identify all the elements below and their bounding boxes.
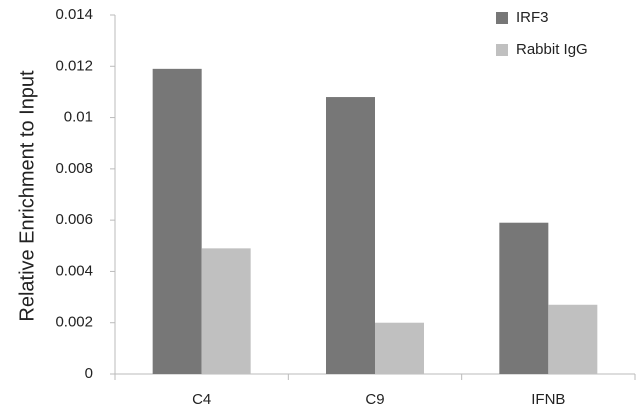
bar [548,304,598,374]
y-tick-label: 0.008 [55,160,93,177]
bar [152,68,202,374]
x-tick-label: C9 [365,391,384,408]
bar [326,97,375,375]
bar [499,222,549,374]
legend-label: Rabbit IgG [516,41,588,58]
legend-swatch [496,44,508,56]
y-tick-label: 0.012 [55,57,93,74]
y-tick-label: 0.01 [64,109,93,126]
y-tick-label: 0 [85,365,93,382]
bar [375,322,424,374]
y-tick-label: 0.006 [55,211,93,228]
legend-label: IRF3 [516,9,549,26]
y-tick-label: 0.014 [55,6,93,23]
y-tick-label: 0.004 [55,262,93,279]
bar [201,248,251,374]
x-tick-label: IFNB [531,391,565,408]
x-tick-label: C4 [192,391,211,408]
y-axis-label: Relative Enrichment to Input [16,70,38,322]
y-tick-label: 0.002 [55,314,93,331]
legend-swatch [496,12,508,24]
